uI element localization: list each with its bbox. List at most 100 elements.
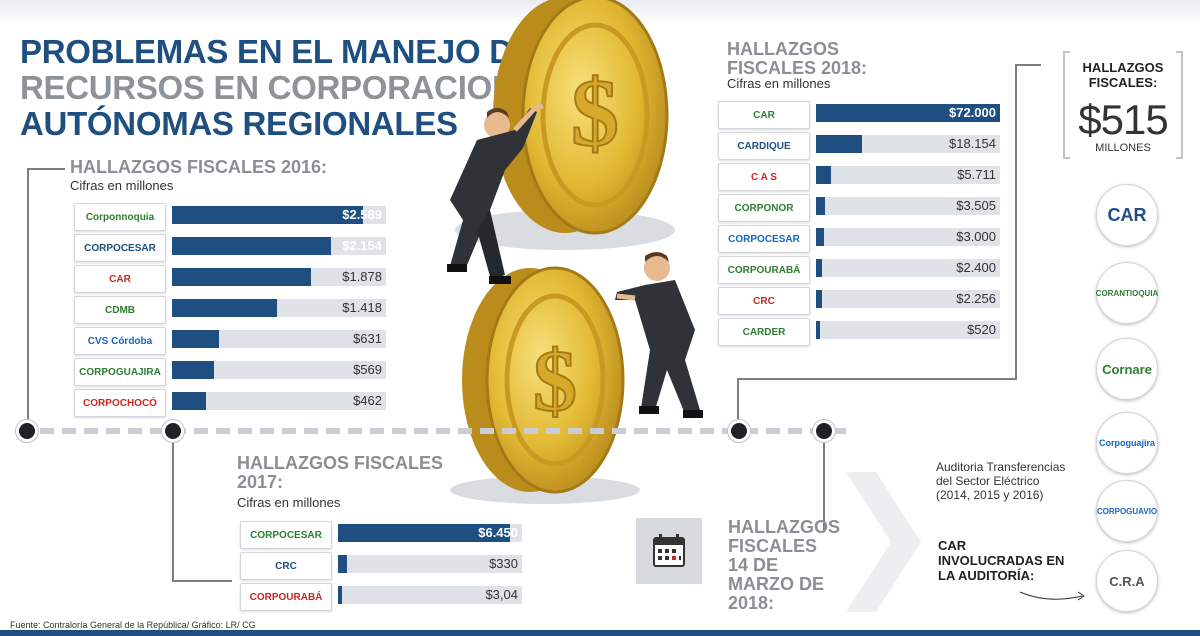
bar-row: CORPOURABÁ $3,04 (240, 583, 522, 611)
bar-track: $569 (172, 361, 386, 379)
bar-value-label: $18.154 (949, 136, 996, 151)
institution-logo: CORPOURABÁ (718, 256, 810, 284)
audit-description: Auditoria Transferencias del Sector Eléc… (936, 460, 1066, 502)
bar-track: $6.450 (338, 524, 522, 542)
coins-illustration: $ $ (447, 0, 703, 504)
bar-track: $3,04 (338, 586, 522, 604)
bar-track: $1.878 (172, 268, 386, 286)
bar (816, 321, 820, 339)
bar-row: CAR $1.878 (74, 265, 386, 293)
institution-logo: CRC (240, 552, 332, 580)
cornare-logo-circle: Cornare (1096, 338, 1158, 400)
institution-logo: C A S (718, 163, 810, 191)
bar (172, 206, 364, 224)
bar-value-label: $1.418 (342, 300, 382, 315)
bar-track: $2.400 (816, 259, 1000, 277)
bar (338, 524, 510, 542)
institution-logo: Corponnoquia (74, 203, 166, 231)
institution-logo: CDMB (74, 296, 166, 324)
connector-line (1015, 64, 1017, 380)
institution-logo: CORPONOR (718, 194, 810, 222)
march-findings-title: HALLAZGOS FISCALES 14 DE MARZO DE 2018: (728, 517, 840, 613)
institution-logo: CARDER (718, 318, 810, 346)
connector-line (737, 378, 1017, 380)
total-unit: MILLONES (1095, 142, 1151, 154)
institution-logo: CORPOCESAR (240, 521, 332, 549)
bar-value-label: $3,04 (485, 587, 518, 602)
chart-2017-title: HALLAZGOS FISCALES 2017: (237, 453, 443, 492)
bar-value-label: $2.256 (956, 291, 996, 306)
bar (816, 290, 822, 308)
bar-row: CRC $330 (240, 552, 522, 580)
bar (172, 237, 331, 255)
bar-value-label: $72.000 (949, 105, 996, 120)
bar-row: CORPOCESAR $2.154 (74, 234, 386, 262)
bar-track: $3.505 (816, 197, 1000, 215)
institution-logo: CAR (74, 265, 166, 293)
bar-track: $3.000 (816, 228, 1000, 246)
bar-value-label: $5.711 (957, 167, 996, 182)
bar (172, 361, 214, 379)
bar-value-label: $1.878 (342, 269, 382, 284)
bar-row: CORPOCESAR $3.000 (718, 225, 1000, 253)
bar-track: $631 (172, 330, 386, 348)
coin-icon: $ (462, 266, 625, 494)
bar-value-label: $2.400 (956, 260, 996, 275)
bar-track: $2.256 (816, 290, 1000, 308)
institution-logo: CARDIQUE (718, 132, 810, 160)
institution-logo: CVS Córdoba (74, 327, 166, 355)
timeline-dot (728, 420, 750, 442)
timeline-dot (813, 420, 835, 442)
coin-icon: $ (493, 0, 669, 235)
bar-row: CORPOGUAJIRA $569 (74, 358, 386, 386)
institution-logo: CORPOGUAJIRA (74, 358, 166, 386)
bar-row: CORPOCESAR $6.450 (240, 521, 522, 549)
institution-logo: CORPOCESAR (718, 225, 810, 253)
institution-logo: CORPOCHOCÓ (74, 389, 166, 417)
chart-2016-subtitle: Cifras en millones (70, 178, 174, 193)
bar-value-label: $3.000 (956, 229, 996, 244)
bar (816, 104, 1000, 122)
bar (172, 268, 311, 286)
corpoguajira-logo-circle: Corpoguajira (1096, 412, 1158, 474)
bar (816, 228, 824, 246)
chart-2016-title: HALLAZGOS FISCALES 2016: (70, 157, 328, 177)
bar-value-label: $569 (353, 362, 382, 377)
bar-value-label: $2.589 (342, 207, 382, 222)
chart-2018-subtitle: Cifras en millones (727, 76, 831, 91)
institution-logo: CAR (718, 101, 810, 129)
chevron-arrow-icon (846, 472, 921, 612)
calendar-tile (636, 518, 702, 584)
bar-value-label: $330 (489, 556, 518, 571)
source-note: Fuente: Contraloría General de la Repúbl… (10, 620, 256, 630)
bar-track: $520 (816, 321, 1000, 339)
connector-line (172, 580, 232, 582)
bar (338, 555, 347, 573)
bar-track: $462 (172, 392, 386, 410)
bar-row: CARDIQUE $18.154 (718, 132, 1000, 160)
bar-row: C A S $5.711 (718, 163, 1000, 191)
bar-row: CARDER $520 (718, 318, 1000, 346)
car-logo-circle: CAR (1096, 184, 1158, 246)
page-title: PROBLEMAS EN EL MANEJO DE RECURSOS EN CO… (20, 33, 559, 142)
connector-line (27, 168, 29, 430)
bar-row: CORPOCHOCÓ $462 (74, 389, 386, 417)
bar-track: $2.154 (172, 237, 386, 255)
bar (172, 330, 219, 348)
timeline-dot (162, 420, 184, 442)
bar-value-label: $462 (353, 393, 382, 408)
chart-2016: Corponnoquia $2.589 CORPOCESAR $2.154 CAR $1.… (74, 203, 386, 417)
total-box: HALLAZGOS FISCALES: $515 MILLONES (1062, 50, 1184, 160)
bar (816, 135, 863, 153)
corantioquia-logo-circle: CORANTIOQUIA (1096, 262, 1158, 324)
bar (172, 299, 277, 317)
bar-track: $18.154 (816, 135, 1000, 153)
connector-line (1015, 64, 1041, 66)
institution-logo: CORPOURABÁ (240, 583, 332, 611)
bar-track: $1.418 (172, 299, 386, 317)
bar-row: CORPONOR $3.505 (718, 194, 1000, 222)
calendar-icon (653, 534, 685, 567)
bar (172, 392, 207, 410)
connector-line (737, 378, 739, 430)
bar-row: CAR $72.000 (718, 101, 1000, 129)
